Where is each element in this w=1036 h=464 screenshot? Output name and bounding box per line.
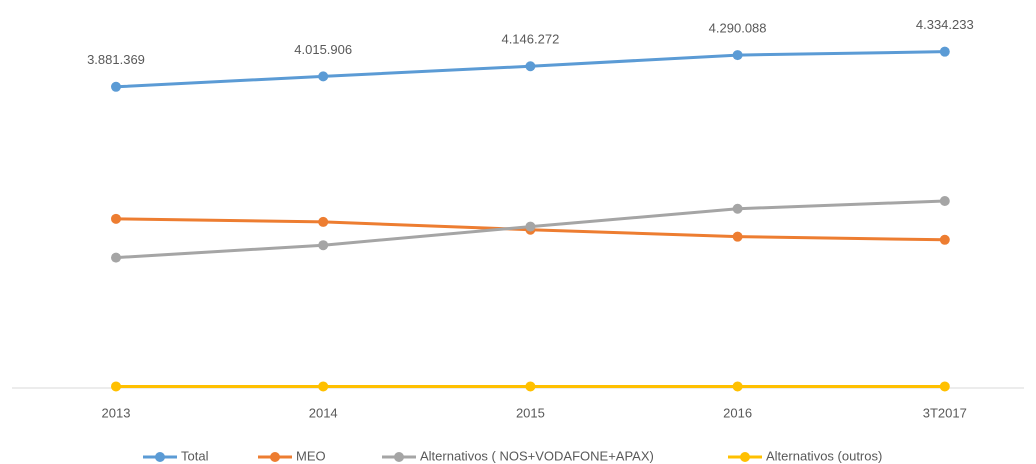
point	[318, 71, 329, 82]
point	[318, 381, 329, 392]
legend-marker	[155, 452, 165, 462]
legend-marker	[740, 452, 750, 462]
point	[318, 216, 329, 227]
point	[525, 381, 536, 392]
x-tick-label: 2015	[516, 405, 545, 420]
x-tick-label: 2013	[102, 405, 131, 420]
point	[939, 195, 950, 206]
point	[939, 46, 950, 57]
point	[732, 381, 743, 392]
point	[732, 231, 743, 242]
point	[111, 81, 121, 92]
legend-marker	[270, 452, 280, 462]
point	[939, 381, 950, 392]
point	[732, 50, 743, 61]
data-label: 4.290.088	[709, 21, 767, 36]
x-tick-label: 2014	[309, 405, 338, 420]
point	[525, 221, 536, 232]
point	[111, 213, 121, 224]
point	[111, 252, 121, 263]
legend-label: MEO	[296, 448, 326, 463]
data-label: 4.146.272	[501, 32, 559, 47]
data-label: 4.334.233	[916, 17, 974, 32]
legend-label: Alternativos ( NOS+VODAFONE+APAX)	[420, 448, 654, 463]
data-label: 4.015.906	[294, 42, 352, 57]
point	[318, 240, 329, 251]
point	[525, 61, 536, 72]
x-tick-label: 2016	[723, 405, 752, 420]
legend-label: Total	[181, 448, 209, 463]
legend-label: Alternativos (outros)	[766, 448, 882, 463]
point	[111, 381, 121, 392]
point	[732, 203, 743, 214]
point	[939, 234, 950, 245]
x-tick-label: 3T2017	[923, 405, 967, 420]
data-label: 3.881.369	[87, 52, 145, 67]
legend-marker	[394, 452, 404, 462]
